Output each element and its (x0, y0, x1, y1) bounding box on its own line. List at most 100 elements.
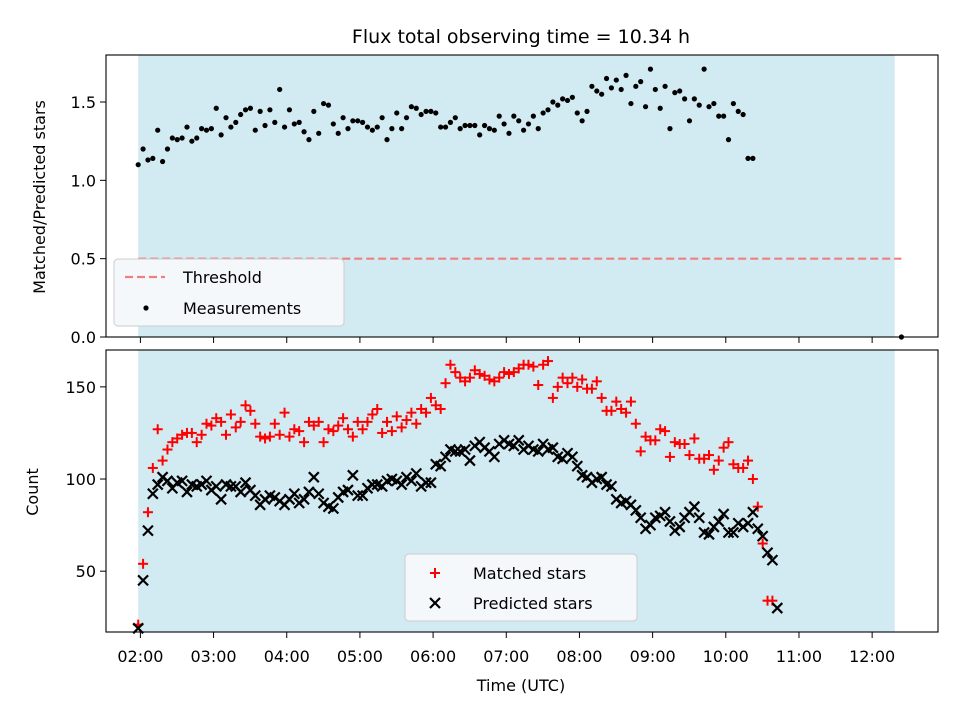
predicted-star-marker (459, 443, 471, 456)
measurement-point (369, 127, 375, 133)
measurement-point (281, 124, 288, 130)
measurement-point (745, 155, 751, 161)
measurement-point (252, 127, 258, 133)
measurement-point (530, 113, 536, 119)
matched-star-marker (294, 426, 305, 437)
measurement-point (662, 83, 668, 89)
y-tick-label: 0.5 (71, 250, 96, 269)
matched-star-marker (318, 437, 329, 448)
measurement-point (652, 86, 658, 93)
measurement-point (696, 102, 702, 108)
predicted-star-marker (664, 515, 676, 528)
measurement-point (428, 108, 434, 114)
matched-star-marker (289, 424, 300, 435)
measurement-point (721, 113, 727, 119)
legend-matched-label: Matched stars (473, 564, 586, 583)
predicted-star-marker-b (600, 478, 613, 491)
measurement-point (628, 100, 634, 107)
predicted-star-marker (659, 506, 671, 518)
predicted-star-marker (420, 476, 432, 489)
predicted-star-marker (595, 471, 608, 483)
matched-star-marker (206, 420, 217, 431)
matched-star-marker (606, 405, 617, 416)
matched-star-marker (147, 462, 158, 473)
predicted-star-marker (727, 526, 740, 539)
legend-measurement-swatch (143, 305, 149, 311)
matched-star-marker (425, 392, 436, 403)
x-tick-label: 02:00 (117, 647, 163, 666)
predicted-star-marker (410, 467, 423, 480)
measurement-point (316, 130, 322, 136)
predicted-star-marker (366, 478, 379, 491)
measurement-point (203, 127, 210, 133)
matched-star-marker (333, 420, 344, 431)
matched-star-marker (650, 435, 661, 446)
predicted-star-marker-b (288, 487, 301, 500)
predicted-star-marker-b (503, 438, 515, 450)
predicted-star-marker-b (220, 478, 232, 491)
matched-star-marker (689, 433, 700, 444)
predicted-star-marker-b (576, 469, 588, 482)
measurement-point (247, 105, 254, 111)
predicted-star-marker-b (659, 506, 671, 518)
measurement-point (735, 108, 741, 114)
measurement-point (233, 119, 239, 125)
measurement-point (194, 135, 200, 141)
measurement-point (228, 124, 234, 130)
predicted-star-marker-b (142, 524, 154, 537)
measurement-point (677, 88, 683, 94)
x-tick-label: 06:00 (410, 647, 456, 666)
predicted-star-marker-b (234, 486, 247, 498)
predicted-star-marker-b (351, 489, 364, 502)
matched-star-marker (225, 409, 236, 420)
x-tick-label: 08:00 (556, 647, 602, 666)
predicted-star-marker-b (181, 486, 193, 498)
predicted-star-marker (327, 502, 340, 515)
matched-star-marker (494, 372, 505, 383)
matched-star-marker (157, 455, 168, 466)
matched-star-marker (655, 424, 666, 435)
matched-star-marker (718, 442, 729, 453)
predicted-star-marker-b (322, 500, 335, 513)
measurement-point (467, 122, 473, 129)
measurement-point (262, 122, 268, 129)
predicted-star-marker-b (312, 487, 325, 500)
measurement-point (608, 85, 615, 91)
y-tick-label: 1.5 (71, 93, 96, 112)
predicted-star-marker (766, 554, 779, 566)
predicted-star-marker-b (215, 493, 227, 506)
measurement-point (389, 126, 395, 132)
measurement-point (301, 129, 307, 135)
measurement-point (516, 118, 522, 124)
predicted-star-marker (751, 523, 764, 535)
predicted-star-marker-b (459, 443, 471, 456)
predicted-star-marker (464, 454, 476, 467)
predicted-star-marker (347, 469, 359, 482)
measurement-point (560, 96, 566, 102)
predicted-star-marker-b (693, 511, 706, 524)
predicted-star-marker-b (371, 478, 384, 491)
predicted-star-marker (176, 475, 188, 487)
matched-star-marker (464, 372, 475, 383)
matched-star-marker (450, 367, 461, 378)
predicted-star-marker-b (405, 475, 418, 487)
predicted-star-marker (712, 515, 725, 528)
predicted-star-marker (688, 500, 701, 513)
matched-star-marker (347, 431, 358, 442)
matched-star-marker (342, 424, 353, 435)
matched-star-marker (152, 424, 163, 435)
measurement-point (438, 124, 444, 130)
predicted-star-marker-b (420, 476, 432, 489)
matched-star-marker (377, 427, 388, 438)
measurement-point (545, 107, 551, 113)
bottom-plot-frame (105, 349, 939, 633)
matched-star-marker (669, 437, 680, 448)
measurement-point (584, 108, 590, 114)
bottom-legend-box (404, 553, 638, 622)
matched-star-marker (533, 380, 544, 391)
predicted-star-marker-b (605, 480, 618, 493)
predicted-star-marker-b (547, 441, 559, 454)
matched-star-marker (255, 431, 266, 442)
top-plot-frame (105, 54, 939, 338)
predicted-star-marker-b (186, 478, 198, 491)
